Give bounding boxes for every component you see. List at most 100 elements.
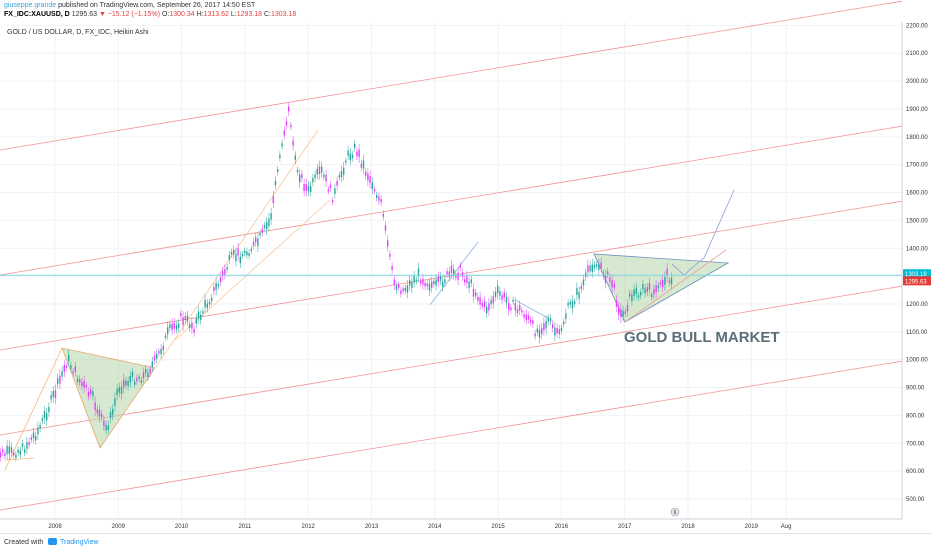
candle-body <box>620 309 622 317</box>
candle-body <box>565 313 567 320</box>
candle-body <box>516 309 519 313</box>
symbol-label[interactable]: FX_IDC:XAUUSD, D <box>4 11 70 18</box>
candle-body <box>178 323 180 328</box>
time-axis[interactable]: 2008 2009 2010 2011 2012 2013 2014 2015 2016 2017… <box>48 524 791 530</box>
regression-channel-line[interactable] <box>0 285 903 436</box>
candle-body <box>530 319 532 323</box>
triangle-pattern-2008[interactable] <box>61 347 156 449</box>
price-change: ▼ −15.12 (−1.15%) <box>98 11 160 18</box>
candle-body <box>391 266 393 271</box>
price-chart[interactable]: GOLD / US DOLLAR, D, FX_IDC, Heikin Ashi… <box>0 0 932 533</box>
candle-body <box>10 447 13 453</box>
candle-body <box>651 294 653 298</box>
candle-body <box>536 328 538 333</box>
regression-channel-line[interactable] <box>0 360 903 511</box>
author-link[interactable]: giuseppe.grande <box>4 2 57 9</box>
candle-body <box>327 189 329 192</box>
candle-body <box>248 253 250 257</box>
candle-body <box>325 174 327 182</box>
candle-body <box>246 251 248 256</box>
candle-body <box>323 174 325 178</box>
candle-body <box>490 299 492 305</box>
candle-body <box>637 295 640 298</box>
candle-body <box>96 409 98 414</box>
candle-body <box>426 283 428 287</box>
candle-body <box>228 255 230 260</box>
candle-body <box>17 449 19 453</box>
publication-line: giuseppe.grande published on TradingView… <box>4 2 255 9</box>
x-tick-label: Aug <box>781 524 792 530</box>
candle-body <box>85 385 87 388</box>
candle-body <box>574 301 576 304</box>
open-label: O: <box>161 11 170 18</box>
chart-title: GOLD / US DOLLAR, D, FX_IDC, Heikin Ashi <box>7 29 149 36</box>
candle-body <box>288 106 290 112</box>
candle-body <box>114 398 116 406</box>
candle-body <box>556 327 558 334</box>
regression-channel-line[interactable] <box>0 125 903 276</box>
candle-body <box>237 248 239 256</box>
events-icon[interactable] <box>670 507 680 517</box>
tradingview-brand-link[interactable]: TradingView <box>60 539 99 546</box>
candle-body <box>283 130 285 136</box>
x-tick-label: 2017 <box>618 524 632 530</box>
candle-body <box>279 154 281 159</box>
candle-body <box>468 281 470 289</box>
trend-line[interactable] <box>4 457 35 461</box>
candle-body <box>512 299 514 302</box>
candle-body <box>83 380 85 388</box>
candle-body <box>424 282 426 287</box>
trend-line[interactable] <box>154 129 319 369</box>
candle-body <box>448 271 450 278</box>
candle-body <box>305 184 307 191</box>
candle-body <box>307 185 310 192</box>
candle-body <box>13 452 15 456</box>
candle-body <box>259 232 261 236</box>
candle-body <box>464 279 466 283</box>
y-tick-label: 2200.00 <box>906 23 928 29</box>
price-axis[interactable]: 500.00 600.00 700.00 800.00 900.00 1000.00 110… <box>906 23 928 503</box>
y-tick-label: 1600.00 <box>906 191 928 197</box>
tradingview-logo-icon[interactable] <box>48 538 57 545</box>
candle-body <box>211 297 213 302</box>
candle-body <box>118 387 120 393</box>
trend-line[interactable] <box>514 299 549 319</box>
candle-body <box>4 453 6 457</box>
candle-body <box>277 169 279 172</box>
candle-body <box>213 287 215 292</box>
candle-body <box>6 445 8 454</box>
candle-body <box>171 323 173 331</box>
price-label-box <box>903 269 931 279</box>
candle-body <box>52 391 54 398</box>
candle-body <box>433 281 435 285</box>
candle-body <box>149 369 151 374</box>
trend-line[interactable] <box>624 249 727 323</box>
candle-body <box>340 171 343 178</box>
candle-body <box>549 318 552 322</box>
projection-path[interactable] <box>671 189 735 276</box>
candle-body <box>488 303 490 311</box>
regression-channel-line[interactable] <box>0 0 903 151</box>
candle-body <box>461 272 464 277</box>
candle-body <box>534 333 536 337</box>
y-tick-label: 500.00 <box>906 497 925 503</box>
candle-body <box>587 265 589 273</box>
candle-body <box>281 143 283 147</box>
candle-body <box>510 307 512 311</box>
trend-line[interactable] <box>4 347 63 471</box>
candle-body <box>481 303 483 307</box>
candle-body <box>160 348 162 355</box>
candle-body <box>145 369 147 373</box>
candle-body <box>444 279 446 283</box>
x-tick-label: 2011 <box>238 524 252 530</box>
candle-body <box>30 437 32 440</box>
y-tick-label: 800.00 <box>906 413 925 419</box>
candle-body <box>92 391 94 397</box>
candle-body <box>640 292 642 296</box>
candle-body <box>382 213 384 217</box>
events-badge[interactable]: 6 <box>670 507 680 517</box>
candle-body <box>646 287 648 292</box>
candle-body <box>582 279 585 286</box>
candle-body <box>138 376 140 379</box>
candle-body <box>239 256 241 264</box>
